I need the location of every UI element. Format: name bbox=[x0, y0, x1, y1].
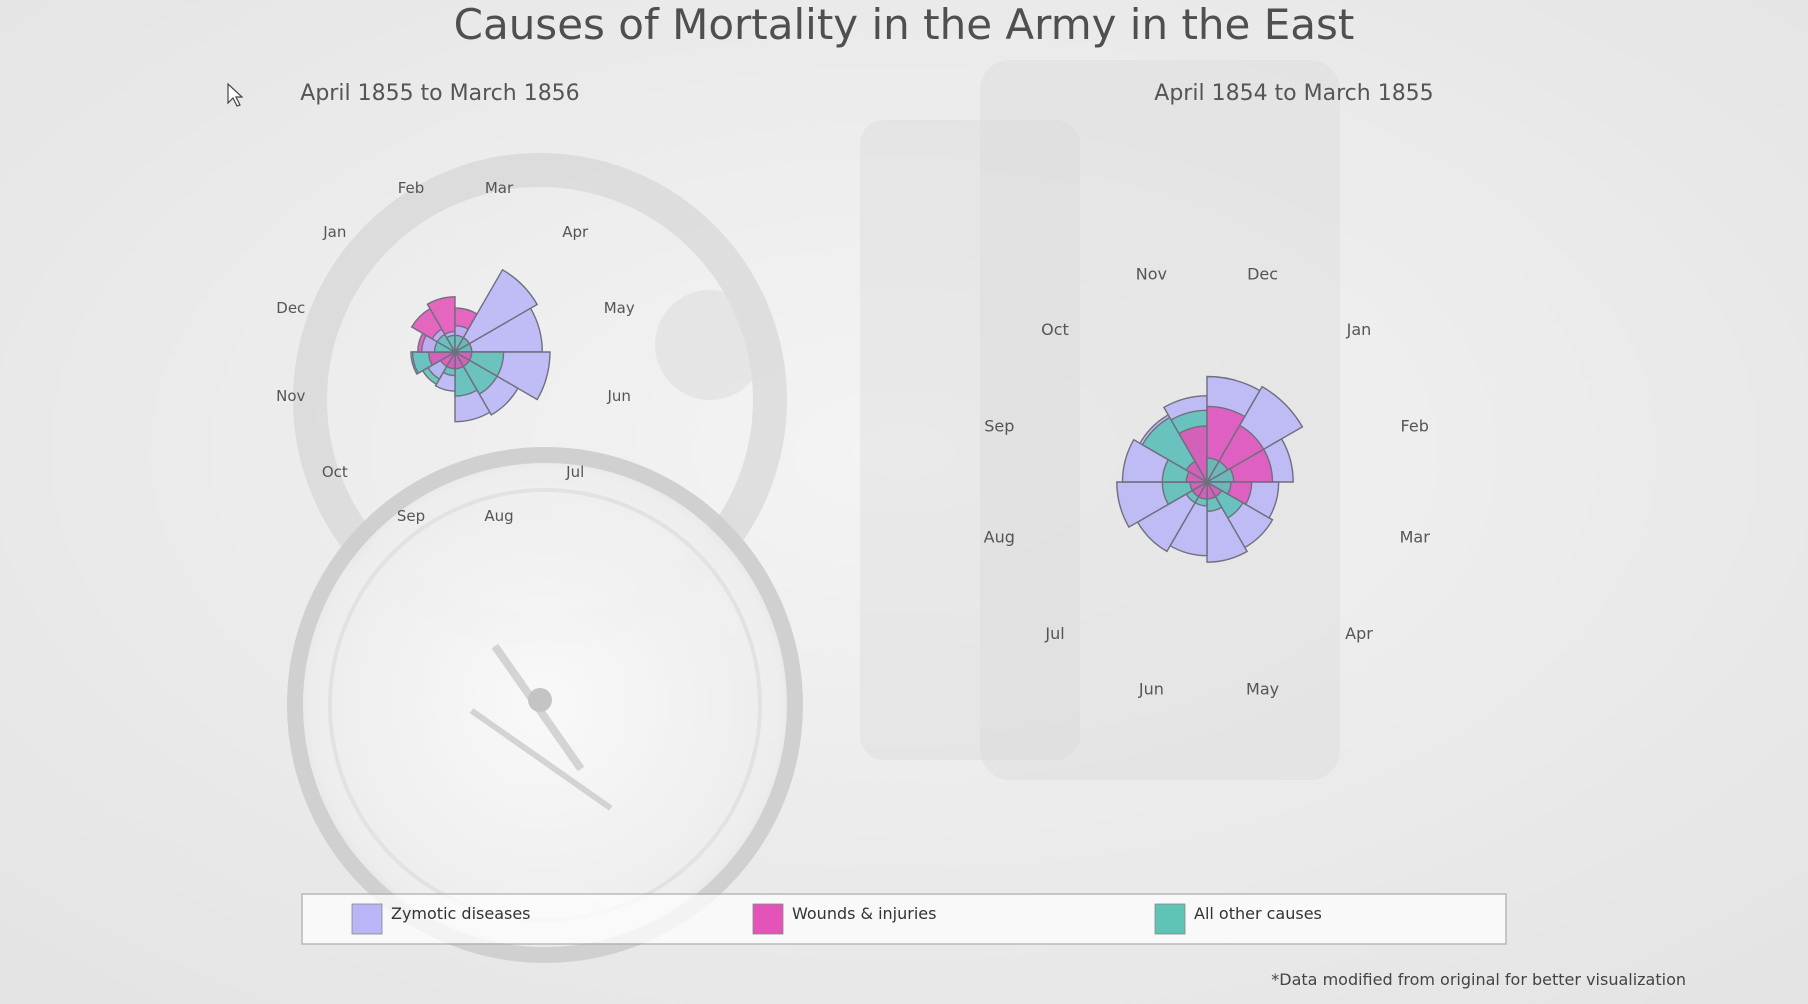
footnote: *Data modified from original for better … bbox=[1271, 970, 1686, 989]
right-month-label-jun: Jun bbox=[1138, 680, 1164, 699]
left-month-label-feb: Feb bbox=[398, 179, 425, 197]
right-wedge-mar-other bbox=[1204, 481, 1232, 495]
right-month-label-nov: Nov bbox=[1136, 264, 1167, 283]
mouse-cursor-icon bbox=[227, 82, 244, 107]
left-month-label-oct: Oct bbox=[322, 463, 348, 481]
left-month-label-dec: Dec bbox=[276, 299, 305, 317]
chart-title: Causes of Mortality in the Army in the E… bbox=[454, 0, 1355, 49]
legend-label-zymotic: Zymotic diseases bbox=[391, 904, 531, 923]
legend-label-other: All other causes bbox=[1194, 904, 1322, 923]
subtitle-right: April 1854 to March 1855 bbox=[1154, 81, 1433, 106]
left-month-label-sep: Sep bbox=[397, 507, 425, 525]
right-month-label-feb: Feb bbox=[1401, 416, 1429, 435]
left-month-label-may: May bbox=[604, 299, 635, 317]
right-month-label-jan: Jan bbox=[1346, 320, 1372, 339]
left-wedge-apr-zymotic bbox=[453, 268, 539, 354]
right-month-label-jul: Jul bbox=[1044, 624, 1064, 643]
rose-chart-right: Apr May Jun Jul Aug Sep Oct Nov Dec Jan Feb Mar bbox=[984, 264, 1431, 698]
legend-box bbox=[301, 893, 1507, 945]
left-month-label-aug: Aug bbox=[484, 507, 513, 525]
rose-chart-left: Apr May Jun Jul Aug Sep Oct Nov Dec Jan Feb Mar bbox=[276, 179, 635, 525]
left-month-label-apr: Apr bbox=[562, 223, 589, 241]
left-month-label-jul: Jul bbox=[565, 463, 584, 481]
legend-label-wounds: Wounds & injuries bbox=[792, 904, 936, 923]
legend-swatch-zymotic bbox=[351, 903, 383, 935]
right-month-label-sep: Sep bbox=[984, 416, 1014, 435]
right-month-label-aug: Aug bbox=[984, 528, 1015, 547]
right-month-label-mar: Mar bbox=[1400, 528, 1431, 547]
subtitle-left: April 1855 to March 1856 bbox=[300, 81, 579, 106]
right-month-label-may: May bbox=[1246, 680, 1279, 699]
left-month-label-jun: Jun bbox=[606, 387, 630, 405]
left-wedge-mar-other bbox=[454, 334, 465, 355]
legend-swatch-other bbox=[1154, 903, 1186, 935]
left-month-label-jan: Jan bbox=[322, 223, 346, 241]
right-month-label-dec: Dec bbox=[1247, 264, 1278, 283]
legend: Zymotic diseases Wounds & injuries All o… bbox=[301, 893, 1507, 945]
right-month-label-oct: Oct bbox=[1041, 320, 1069, 339]
left-month-label-nov: Nov bbox=[276, 387, 305, 405]
right-month-label-apr: Apr bbox=[1345, 624, 1373, 643]
left-month-label-mar: Mar bbox=[485, 179, 514, 197]
legend-swatch-wounds bbox=[752, 903, 784, 935]
